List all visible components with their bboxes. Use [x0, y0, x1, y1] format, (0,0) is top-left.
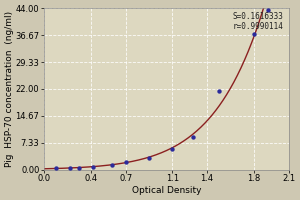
Point	[191, 135, 196, 138]
Point	[216, 89, 221, 92]
Point	[77, 166, 82, 169]
Y-axis label: Pig  HSP-70 concentration  (ng/ml): Pig HSP-70 concentration (ng/ml)	[5, 11, 14, 167]
Point	[68, 166, 72, 170]
X-axis label: Optical Density: Optical Density	[132, 186, 201, 195]
Point	[170, 148, 175, 151]
Point	[123, 161, 128, 164]
Text: S=0.1616333
r=0.9990114: S=0.1616333 r=0.9990114	[233, 12, 284, 31]
Point	[147, 156, 152, 159]
Point	[53, 167, 58, 170]
Point	[251, 32, 256, 36]
Point	[109, 163, 114, 166]
Point	[91, 165, 95, 168]
Point	[265, 9, 270, 12]
